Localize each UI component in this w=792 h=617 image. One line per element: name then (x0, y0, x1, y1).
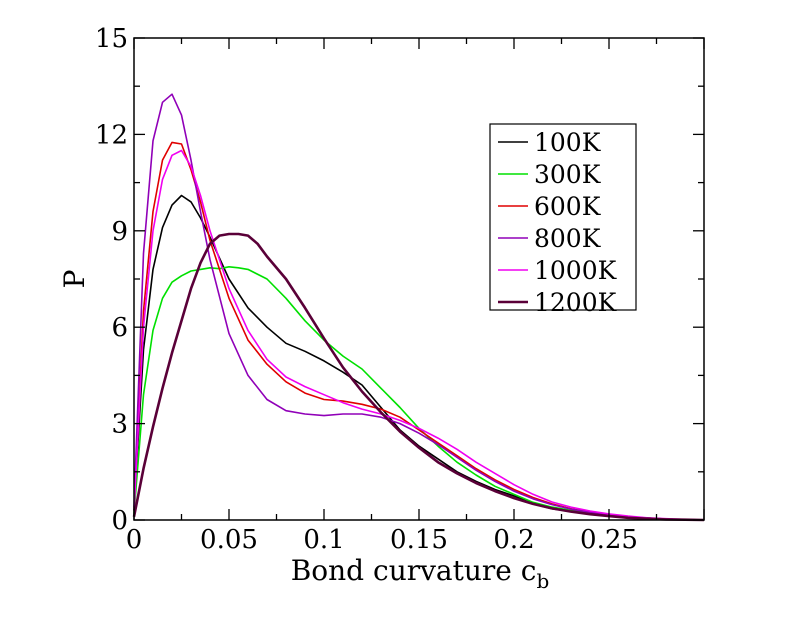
legend-label-100k: 100K (534, 128, 602, 157)
series-layer (132, 93, 705, 522)
legend-box (489, 123, 637, 311)
x-tick-label: 0.25 (580, 525, 638, 555)
x-tick-label: 0.2 (493, 525, 534, 555)
tick-layer (133, 37, 705, 521)
series-line-1200k (132, 232, 705, 522)
legend-label-800k: 800K (534, 224, 602, 253)
series-line-800k (133, 93, 705, 521)
y-tick-label: 0 (111, 506, 128, 536)
x-tick-label: 0.1 (303, 525, 344, 555)
y-axis-title: P (58, 270, 91, 289)
legend-label-1000k: 1000K (534, 256, 618, 285)
legend-label-600k: 600K (534, 192, 602, 221)
y-tick-label: 3 (111, 410, 128, 440)
y-tick-label: 12 (95, 120, 128, 150)
x-tick-label: 0.15 (390, 525, 448, 555)
y-tick-label: 6 (111, 313, 128, 343)
tick-label-layer: 0 0.05 0.1 0.15 0.2 0.25 0 3 6 9 12 15 (95, 24, 638, 555)
plot-frame (133, 37, 705, 521)
x-axis-title-text: Bond curvature c (291, 554, 537, 587)
legend-label-1200k: 1200K (534, 288, 618, 317)
x-axis-title-subscript: b (536, 569, 549, 593)
legend-label-300k: 300K (534, 160, 602, 189)
y-tick-label: 9 (111, 217, 128, 247)
x-tick-label: 0.05 (200, 525, 258, 555)
x-tick-label: 0 (126, 525, 143, 555)
y-tick-label: 15 (95, 24, 128, 54)
legend: 100K 300K 600K 800K 1000K 1200K (489, 123, 637, 317)
x-axis-title: Bond curvature cb (291, 554, 550, 593)
